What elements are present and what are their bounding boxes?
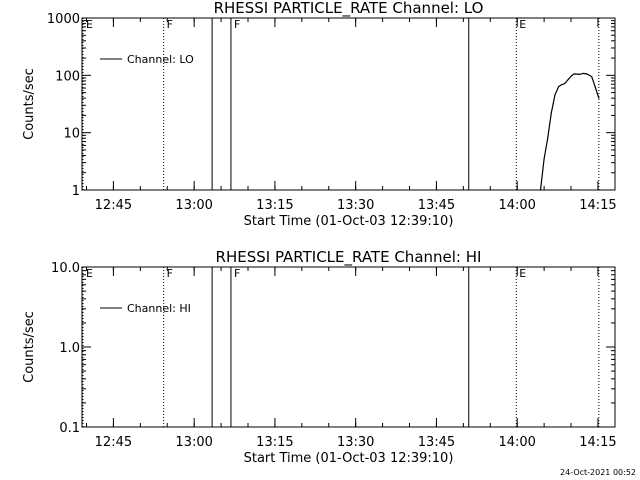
chart-title: RHESSI PARTICLE_RATE Channel: HI bbox=[216, 248, 482, 267]
y-tick-label: 10 bbox=[63, 127, 80, 142]
data-point bbox=[539, 189, 542, 191]
x-tick-label: 13:00 bbox=[175, 435, 212, 450]
event-marker-label: F bbox=[167, 18, 173, 31]
data-point bbox=[550, 112, 552, 114]
x-tick-label: 14:15 bbox=[579, 198, 616, 213]
event-marker-label: E bbox=[519, 18, 526, 31]
event-marker-label: F bbox=[234, 18, 240, 31]
data-point bbox=[591, 76, 593, 78]
data-point bbox=[594, 86, 596, 88]
x-tick-label: 14:15 bbox=[579, 435, 616, 450]
y-tick-label: 1.0 bbox=[59, 341, 80, 356]
series-line-0 bbox=[539, 72, 600, 191]
x-tick-label: 12:45 bbox=[95, 435, 132, 450]
y-tick-label: 0.1 bbox=[59, 421, 80, 436]
y-axis-label: Counts/sec bbox=[22, 68, 37, 140]
event-marker-label: F bbox=[167, 267, 173, 280]
event-marker-label: F bbox=[234, 267, 240, 280]
data-point bbox=[554, 94, 556, 96]
y-axis-label: Counts/sec bbox=[22, 311, 37, 383]
event-marker-label: E bbox=[86, 267, 93, 280]
chart-panel-hi: RHESSI PARTICLE_RATE Channel: HI Start Ti… bbox=[22, 248, 617, 466]
data-point bbox=[543, 158, 545, 160]
data-point bbox=[567, 78, 569, 80]
data-point bbox=[564, 82, 566, 85]
footer-timestamp: 24-Oct-2021 00:52 bbox=[560, 468, 636, 477]
event-marker-label: E bbox=[519, 267, 526, 280]
data-point bbox=[557, 86, 560, 88]
x-axis-label: Start Time (01-Oct-03 12:39:10) bbox=[244, 451, 454, 466]
y-tick-label: 1 bbox=[72, 184, 80, 199]
x-tick-label: 13:30 bbox=[337, 435, 374, 450]
data-point bbox=[598, 97, 600, 99]
y-tick-label: 1000 bbox=[47, 12, 80, 27]
x-tick-label: 13:15 bbox=[256, 198, 293, 213]
x-tick-label: 13:45 bbox=[418, 435, 455, 450]
legend-label: Channel: HI bbox=[127, 302, 191, 315]
x-tick-label: 12:45 bbox=[95, 198, 132, 213]
chart-panel-lo: RHESSI PARTICLE_RATE Channel: LO Start Ti… bbox=[22, 0, 617, 229]
data-point bbox=[574, 73, 576, 75]
x-tick-label: 13:00 bbox=[175, 198, 212, 213]
event-marker-label: E bbox=[86, 18, 93, 31]
data-point bbox=[547, 137, 549, 139]
data-point bbox=[571, 74, 573, 76]
legend-label: Channel: LO bbox=[127, 53, 194, 66]
y-tick-label: 100 bbox=[55, 69, 80, 84]
x-tick-label: 13:15 bbox=[256, 435, 293, 450]
data-point bbox=[578, 73, 580, 75]
chart-title: RHESSI PARTICLE_RATE Channel: LO bbox=[214, 0, 484, 18]
x-tick-label: 13:30 bbox=[337, 198, 374, 213]
data-point bbox=[586, 73, 588, 75]
data-point bbox=[582, 72, 585, 75]
x-tick-label: 13:45 bbox=[418, 198, 455, 213]
data-point bbox=[560, 84, 562, 86]
x-tick-label: 14:00 bbox=[498, 435, 535, 450]
plot-frame bbox=[81, 17, 616, 191]
x-tick-label: 14:00 bbox=[498, 198, 535, 213]
plot-frame bbox=[81, 266, 616, 428]
y-tick-label: 10.0 bbox=[51, 261, 80, 276]
x-axis-label: Start Time (01-Oct-03 12:39:10) bbox=[244, 214, 454, 229]
